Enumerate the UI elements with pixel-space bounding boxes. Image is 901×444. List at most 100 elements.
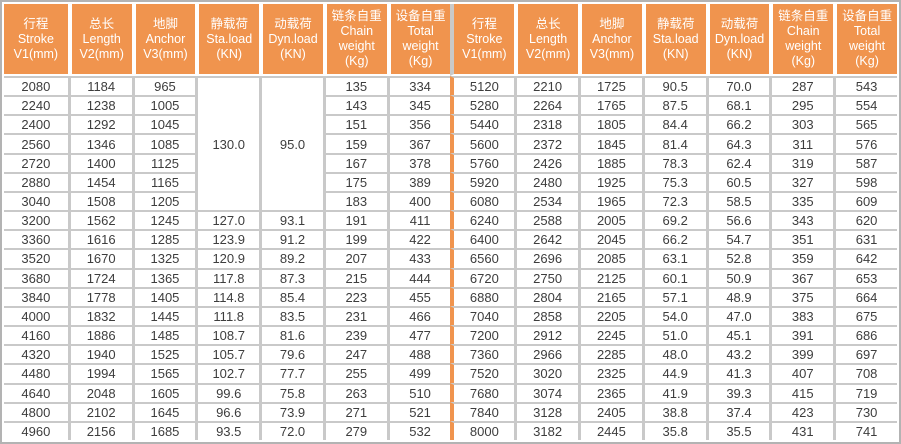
- cell-right-dyn-load-row18: 37.4: [705, 401, 770, 421]
- cell-left-length-row15: 1940: [67, 344, 132, 364]
- cell-right-total-weight-row11: 653: [833, 267, 897, 287]
- cell-left-sta-load-row14: 108.7: [195, 325, 260, 345]
- cell-left-total-weight-row12: 455: [386, 286, 451, 306]
- cell-right-sta-load-row10: 63.1: [641, 248, 706, 268]
- header-left-dyn-load: 动载荷 Dyn.load (KN): [259, 4, 323, 76]
- cell-right-total-weight-row2: 554: [833, 95, 897, 115]
- cell-right-dyn-load-row1: 70.0: [705, 76, 770, 96]
- cell-right-anchor-row18: 2405: [578, 401, 642, 421]
- cell-left-chain-weight-row13: 231: [322, 305, 387, 326]
- cell-right-sta-load-row5: 78.3: [641, 152, 706, 172]
- cell-right-total-weight-row14: 686: [833, 325, 897, 345]
- cell-right-chain-weight-row4: 311: [769, 133, 834, 153]
- cell-left-chain-weight-row7: 183: [322, 190, 387, 211]
- cell-left-length-row5: 1400: [67, 152, 132, 172]
- cell-left-total-weight-row10: 433: [386, 248, 451, 268]
- cell-left-anchor-row1: 965: [131, 76, 196, 96]
- cell-right-stroke-row18: 7840: [450, 401, 515, 421]
- cell-left-total-weight-row16: 499: [386, 363, 451, 383]
- cell-right-anchor-row12: 2165: [578, 286, 642, 306]
- cell-right-stroke-row12: 6880: [450, 286, 515, 306]
- cell-left-chain-weight-row6: 175: [322, 171, 387, 191]
- cell-left-length-row18: 2102: [67, 401, 132, 421]
- table-row: 3840 1778 1405 114.8 85.4 223 455 6880 2804 2165 5…: [4, 286, 897, 306]
- cell-right-total-weight-row4: 576: [833, 133, 897, 153]
- cell-left-dyn-load-row10: 89.2: [259, 248, 323, 268]
- cell-left-chain-weight-row15: 247: [322, 344, 387, 364]
- table-row: 4640 2048 1605 99.6 75.8 263 510 7680 3074 2365 41…: [4, 382, 897, 402]
- cell-right-stroke-row10: 6560: [450, 248, 515, 268]
- cell-left-chain-weight-row14: 239: [322, 325, 387, 345]
- cell-left-dyn-load-row19: 72.0: [259, 420, 323, 440]
- cell-left-chain-weight-row11: 215: [322, 267, 387, 287]
- header-left-total-weight: 设备自重 Total weight (Kg): [386, 4, 451, 76]
- cell-right-anchor-row1: 1725: [578, 76, 642, 96]
- cell-left-stroke-row13: 4000: [4, 305, 68, 326]
- cell-left-chain-weight-row5: 167: [322, 152, 387, 172]
- cell-left-length-row16: 1994: [67, 363, 132, 383]
- cell-right-sta-load-row4: 81.4: [641, 133, 706, 153]
- cell-right-dyn-load-row7: 58.5: [705, 190, 770, 211]
- table-row: 4800 2102 1645 96.6 73.9 271 521 7840 3128 2405 38…: [4, 401, 897, 421]
- cell-left-chain-weight-row12: 223: [322, 286, 387, 306]
- cell-right-dyn-load-row16: 41.3: [705, 363, 770, 383]
- table-row: 4000 1832 1445 111.8 83.5 231 466 7040 2858 2205 5…: [4, 305, 897, 326]
- cell-right-chain-weight-row3: 303: [769, 114, 834, 134]
- cell-right-sta-load-row17: 41.9: [641, 382, 706, 402]
- cell-right-stroke-row2: 5280: [450, 95, 515, 115]
- cell-right-sta-load-row15: 48.0: [641, 344, 706, 364]
- cell-right-chain-weight-row11: 367: [769, 267, 834, 287]
- cell-left-anchor-row4: 1085: [131, 133, 196, 153]
- cell-left-length-row17: 2048: [67, 382, 132, 402]
- cell-left-stroke-row5: 2720: [4, 152, 68, 172]
- cell-right-dyn-load-row5: 62.4: [705, 152, 770, 172]
- cell-right-length-row11: 2750: [514, 267, 579, 287]
- cell-left-stroke-row11: 3680: [4, 267, 68, 287]
- cell-right-sta-load-row11: 60.1: [641, 267, 706, 287]
- cell-left-total-weight-row7: 400: [386, 190, 451, 211]
- table-row: 4960 2156 1685 93.5 72.0 279 532 8000 3182 2445 35…: [4, 420, 897, 440]
- cell-right-dyn-load-row9: 54.7: [705, 229, 770, 249]
- table-row: 3680 1724 1365 117.8 87.3 215 444 6720 2750 2125 6…: [4, 267, 897, 287]
- cell-right-length-row14: 2912: [514, 325, 579, 345]
- cell-left-length-row3: 1292: [67, 114, 132, 134]
- cell-left-anchor-row17: 1605: [131, 382, 196, 402]
- cell-left-total-weight-row15: 488: [386, 344, 451, 364]
- cell-left-dyn-load-row13: 83.5: [259, 305, 323, 326]
- cell-left-length-row13: 1832: [67, 305, 132, 326]
- cell-right-dyn-load-row15: 43.2: [705, 344, 770, 364]
- cell-left-sta-load-row16: 102.7: [195, 363, 260, 383]
- cell-right-chain-weight-row10: 359: [769, 248, 834, 268]
- cell-left-chain-weight-row10: 207: [322, 248, 387, 268]
- cell-left-total-weight-row18: 521: [386, 401, 451, 421]
- cell-left-chain-weight-row18: 271: [322, 401, 387, 421]
- cell-left-total-weight-row13: 466: [386, 305, 451, 326]
- cell-right-anchor-row3: 1805: [578, 114, 642, 134]
- cell-right-stroke-row8: 6240: [450, 210, 515, 230]
- cell-right-total-weight-row9: 631: [833, 229, 897, 249]
- cell-right-anchor-row4: 1845: [578, 133, 642, 153]
- cell-right-anchor-row10: 2085: [578, 248, 642, 268]
- cell-right-total-weight-row18: 730: [833, 401, 897, 421]
- cell-left-anchor-row9: 1285: [131, 229, 196, 249]
- cell-right-total-weight-row5: 587: [833, 152, 897, 172]
- cell-left-total-weight-row19: 532: [386, 420, 451, 440]
- cell-right-anchor-row7: 1965: [578, 190, 642, 211]
- cell-right-stroke-row14: 7200: [450, 325, 515, 345]
- cell-right-stroke-row11: 6720: [450, 267, 515, 287]
- cell-right-total-weight-row6: 598: [833, 171, 897, 191]
- cell-left-anchor-row18: 1645: [131, 401, 196, 421]
- table-row: 3200 1562 1245 127.0 93.1 191 411 6240 2588 2005 6…: [4, 210, 897, 230]
- table-row: 4480 1994 1565 102.7 77.7 255 499 7520 3020 2325 4…: [4, 363, 897, 383]
- cell-left-stroke-row15: 4320: [4, 344, 68, 364]
- header-right-anchor: 地脚 Anchor V3(mm): [578, 4, 642, 76]
- cell-left-stroke-row19: 4960: [4, 420, 68, 440]
- cell-right-total-weight-row1: 543: [833, 76, 897, 96]
- cell-right-sta-load-row1: 90.5: [641, 76, 706, 96]
- cell-left-anchor-row2: 1005: [131, 95, 196, 115]
- cell-left-length-row14: 1886: [67, 325, 132, 345]
- table-row: 4160 1886 1485 108.7 81.6 239 477 7200 2912 2245 5…: [4, 325, 897, 345]
- cell-right-stroke-row5: 5760: [450, 152, 515, 172]
- cell-right-chain-weight-row16: 407: [769, 363, 834, 383]
- cell-left-dyn-load-row16: 77.7: [259, 363, 323, 383]
